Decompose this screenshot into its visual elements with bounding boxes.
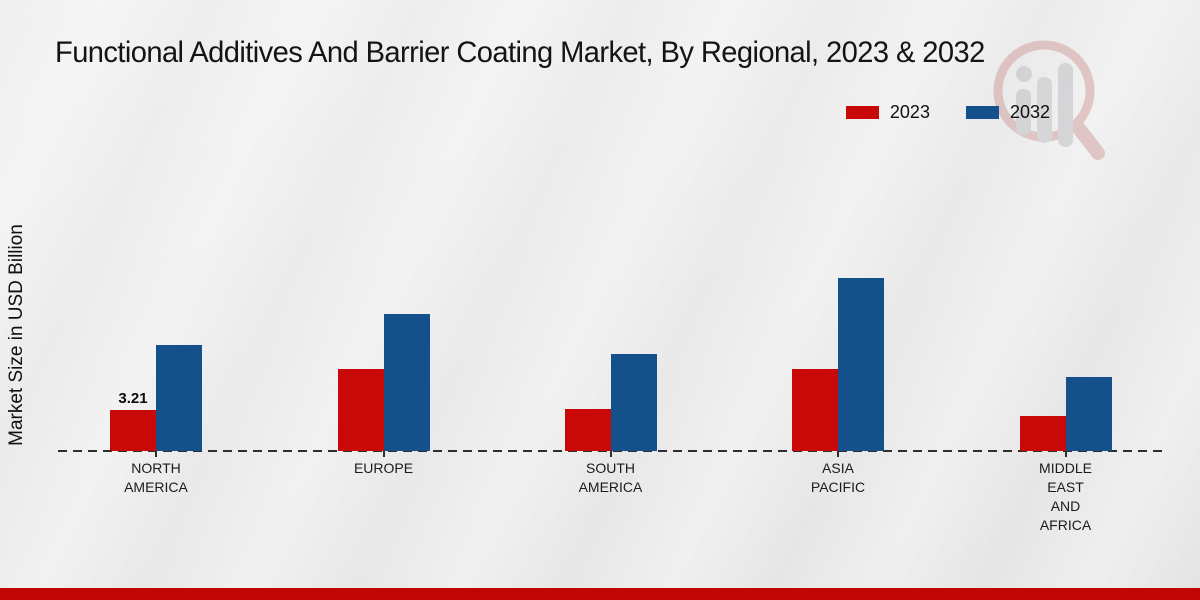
axis-tick-middle-east-and-africa [1064,451,1067,457]
bar-group-asia-pacific [792,0,884,451]
axis-tick-south-america [609,451,612,457]
bar-group-europe [337,0,430,451]
bar-2023-south-america [564,409,611,451]
legend-swatch-2032 [965,106,999,119]
footer-red-stripe [0,588,1200,600]
category-label-south-america: SOUTH AMERICA [578,460,643,495]
axis-tick-north-america [155,451,157,457]
bar-group-middle-east-and-africa [1019,0,1112,451]
category-label-middle-east-and-africa: MIDDLE EAST AND AFRICA [1039,460,1092,533]
legend-swatch-2023 [845,106,879,119]
bar-2023-asia-pacific [792,369,838,451]
axis-tick-asia-pacific [837,451,839,457]
data-label-2023-north-america: 3.21 [118,390,148,407]
bar-group-south-america [564,0,657,451]
bar-2023-middle-east-and-africa [1019,416,1066,451]
legend-item-2032: 2032 [965,102,1050,123]
axis-tick-europe [382,451,385,457]
bar-2032-north-america [156,345,202,451]
bar-2032-asia-pacific [838,278,884,451]
legend-label: 2023 [889,102,930,122]
category-label-asia-pacific: ASIA PACIFIC [810,460,866,495]
bar-2023-europe [337,369,384,451]
legend-label: 2032 [1009,102,1050,122]
chart-title: Functional Additives And Barrier Coating… [55,36,985,69]
legend: 2023 2032 [845,102,1050,123]
category-label-north-america: NORTH AMERICA [124,460,188,495]
bar-2032-europe [383,314,430,451]
watermark-magnifier-bar-chart-logo-icon [993,40,1105,160]
bar-2032-middle-east-and-africa [1065,377,1112,451]
legend-item-2023: 2023 [845,102,930,123]
category-label-europe: EUROPE [353,460,414,476]
bar-group-north-america: 3.21 [110,0,202,451]
bar-2032-south-america [610,354,657,451]
bar-2023-north-america [110,410,156,451]
